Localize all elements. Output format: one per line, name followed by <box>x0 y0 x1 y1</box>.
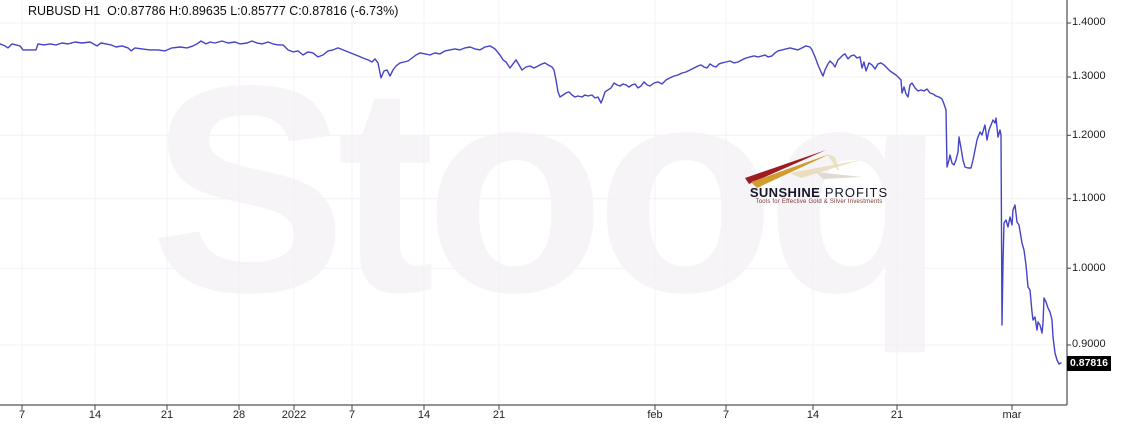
logo-arrow-icon <box>816 172 862 179</box>
x-axis-label: 2022 <box>281 409 307 421</box>
x-axis-label: 7 <box>18 409 26 421</box>
logo-name-bold: SUNSHINE <box>749 185 821 200</box>
x-axis-label: 28 <box>232 409 246 421</box>
y-axis-label: 1.1000 <box>1072 192 1106 205</box>
y-axis-label: 1.4000 <box>1072 16 1106 29</box>
x-axis-label: 21 <box>492 409 506 421</box>
y-axis-label: 1.0000 <box>1072 261 1106 274</box>
logo-arrow-icon <box>827 154 839 172</box>
logo-arrow-icon <box>790 160 860 178</box>
last-price-badge: 0.87816 <box>1067 355 1111 371</box>
y-axis-label: 1.2000 <box>1072 128 1106 141</box>
y-axis-label: 1.3000 <box>1072 70 1106 83</box>
x-axis-label: mar <box>1002 409 1022 421</box>
x-axis-label: 7 <box>348 409 356 421</box>
y-axis-label: 0.9000 <box>1072 338 1106 351</box>
x-axis-label: 14 <box>806 409 820 421</box>
x-axis-label: 21 <box>890 409 904 421</box>
sunshine-profits-logo: SUNSHINE PROFITS <box>741 185 897 200</box>
logo-name-light: PROFITS <box>820 185 889 200</box>
x-axis-label: feb <box>647 409 663 421</box>
price-line <box>0 40 1062 365</box>
logo-arrow-icon <box>751 154 830 188</box>
x-axis-label: 14 <box>88 409 102 421</box>
logo-arrow-icon <box>745 150 826 184</box>
x-axis-label: 14 <box>417 409 431 421</box>
logo-tagline: Tools for Effective Gold & Silver Invest… <box>755 199 883 205</box>
x-axis-label: 21 <box>160 409 174 421</box>
x-axis-label: 7 <box>722 409 730 421</box>
chart-title: RUBUSD H1 O:0.87786 H:0.89635 L:0.85777 … <box>28 4 399 18</box>
